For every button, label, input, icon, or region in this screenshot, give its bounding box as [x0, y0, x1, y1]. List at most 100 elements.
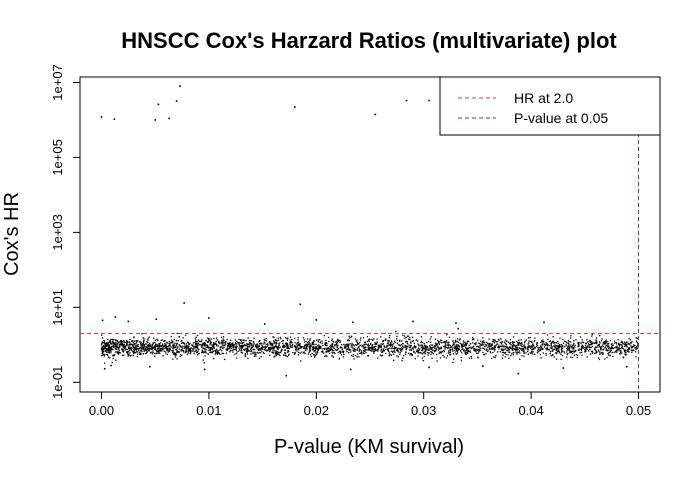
data-point	[340, 354, 343, 356]
data-point	[327, 350, 330, 352]
data-point	[377, 357, 379, 359]
data-point	[563, 351, 565, 353]
data-point	[516, 340, 518, 342]
data-point	[155, 343, 157, 346]
data-point	[297, 343, 299, 345]
data-point	[133, 346, 136, 349]
data-point	[202, 342, 204, 344]
data-point	[135, 345, 137, 347]
data-point	[586, 345, 589, 347]
data-point	[181, 349, 184, 351]
data-point	[375, 343, 378, 345]
data-point	[372, 347, 374, 349]
data-point	[101, 355, 103, 357]
data-point	[637, 343, 639, 345]
data-point	[105, 353, 107, 356]
data-point	[108, 350, 111, 352]
data-point	[457, 341, 459, 344]
data-point	[141, 347, 143, 350]
data-point	[213, 347, 215, 350]
data-point	[182, 347, 184, 349]
data-point	[456, 340, 458, 342]
data-point	[389, 335, 391, 337]
data-point	[389, 344, 391, 346]
data-point	[219, 349, 221, 351]
data-point	[622, 356, 624, 358]
data-point	[165, 352, 167, 354]
data-point	[425, 345, 427, 347]
data-point	[606, 356, 608, 359]
data-point	[154, 339, 157, 341]
data-point	[163, 350, 165, 353]
data-point	[205, 352, 207, 354]
data-point	[528, 345, 530, 347]
data-point	[263, 352, 265, 355]
data-point	[577, 349, 579, 351]
data-point	[147, 339, 149, 341]
data-point	[600, 339, 603, 342]
data-point	[318, 346, 320, 349]
data-point	[240, 344, 242, 347]
data-point	[236, 343, 238, 345]
data-point	[200, 346, 203, 348]
data-point-outlier	[625, 365, 628, 368]
data-point	[328, 349, 330, 351]
data-point	[575, 353, 577, 356]
data-point	[371, 346, 373, 348]
data-point	[569, 346, 571, 349]
data-point	[558, 349, 560, 352]
data-point	[294, 352, 296, 355]
data-point	[196, 351, 198, 354]
data-point	[620, 341, 622, 343]
data-point	[170, 335, 172, 338]
data-point	[484, 348, 486, 350]
data-point	[111, 341, 114, 344]
data-point	[210, 342, 212, 344]
data-point	[591, 341, 593, 343]
data-point	[413, 351, 415, 353]
data-point	[218, 340, 220, 343]
data-point	[158, 345, 160, 347]
data-point	[512, 343, 514, 346]
data-point	[335, 343, 337, 346]
data-point	[410, 342, 412, 344]
data-point	[462, 343, 464, 345]
data-point	[254, 351, 256, 353]
data-point	[331, 355, 333, 357]
data-point	[142, 337, 144, 339]
data-point	[238, 349, 241, 351]
data-point	[456, 345, 459, 347]
data-point	[441, 342, 443, 344]
data-point	[141, 343, 144, 345]
data-point	[263, 348, 265, 351]
data-point	[278, 343, 280, 345]
data-point	[166, 350, 168, 352]
data-point-outlier	[517, 372, 520, 375]
data-point	[626, 344, 628, 347]
data-point	[456, 350, 458, 352]
data-point	[631, 349, 633, 351]
data-point	[611, 342, 613, 345]
data-point	[539, 353, 541, 356]
data-point	[272, 344, 274, 346]
data-point	[478, 348, 480, 350]
data-point	[438, 352, 440, 354]
data-point	[169, 342, 172, 344]
data-point	[122, 350, 124, 352]
data-point	[575, 339, 577, 341]
data-point	[369, 345, 371, 347]
data-point	[210, 347, 212, 349]
data-point	[479, 343, 481, 345]
data-point	[118, 349, 120, 351]
data-point	[217, 350, 219, 352]
data-point	[440, 352, 442, 354]
data-point	[148, 348, 150, 350]
data-point	[255, 345, 257, 347]
data-point	[185, 334, 187, 336]
data-point	[551, 342, 553, 344]
data-point	[332, 345, 334, 348]
data-point	[363, 352, 365, 355]
data-point	[358, 346, 360, 348]
data-point	[120, 340, 123, 342]
x-tick-label: 0.03	[411, 403, 436, 418]
